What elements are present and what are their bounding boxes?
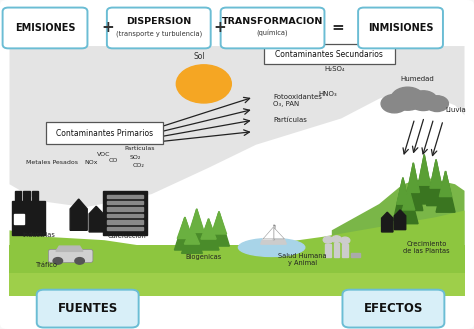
Text: (química): (química) [257,30,288,38]
Polygon shape [209,212,229,246]
Text: TRANSFORMACION: TRANSFORMACION [222,17,323,26]
Text: HNO₃: HNO₃ [319,91,337,97]
Text: EMISIONES: EMISIONES [15,23,75,33]
Text: CO₂: CO₂ [132,163,145,168]
FancyBboxPatch shape [36,290,138,328]
Polygon shape [23,191,30,207]
Polygon shape [9,211,465,286]
Polygon shape [184,227,200,244]
Circle shape [409,91,438,111]
FancyBboxPatch shape [358,8,443,48]
Polygon shape [418,155,430,185]
Polygon shape [56,246,83,251]
Polygon shape [342,244,348,257]
Polygon shape [407,163,419,192]
Ellipse shape [238,238,305,257]
Polygon shape [399,188,418,224]
Text: Contaminantes Secundarios: Contaminantes Secundarios [275,50,383,59]
Polygon shape [107,195,143,198]
Polygon shape [12,201,45,235]
Text: Metales Pesados: Metales Pesados [26,160,78,165]
Polygon shape [430,160,442,188]
Polygon shape [351,253,360,257]
Polygon shape [273,225,275,240]
Polygon shape [107,227,143,230]
Text: Tráfico: Tráfico [36,262,58,268]
FancyBboxPatch shape [46,122,163,144]
Text: SO₂: SO₂ [129,155,141,160]
Text: +: + [102,20,114,36]
FancyBboxPatch shape [48,249,93,263]
Text: +: + [213,20,226,36]
Polygon shape [107,220,143,224]
Circle shape [391,87,424,110]
Polygon shape [332,178,465,286]
Circle shape [426,96,448,112]
Text: =: = [331,20,344,36]
Polygon shape [198,219,219,250]
Text: Fotooxidantes
O₃, PAN: Fotooxidantes O₃, PAN [273,94,322,107]
Polygon shape [32,191,38,207]
Text: Sol: Sol [193,52,205,61]
Polygon shape [427,160,446,206]
Polygon shape [211,212,227,234]
Polygon shape [404,163,423,211]
FancyBboxPatch shape [342,290,444,328]
Polygon shape [174,217,195,250]
Text: Industrias: Industrias [22,232,55,238]
Polygon shape [274,228,284,239]
Polygon shape [397,178,409,204]
Circle shape [332,236,341,242]
Polygon shape [402,188,415,210]
Text: NOx: NOx [84,160,98,165]
Polygon shape [186,209,207,245]
Polygon shape [103,191,147,235]
Polygon shape [107,201,143,204]
Polygon shape [107,214,143,217]
Text: CO: CO [109,158,118,163]
FancyBboxPatch shape [107,8,210,48]
Polygon shape [89,206,103,232]
Text: Salud Humana
y Animal: Salud Humana y Animal [278,253,327,266]
Polygon shape [393,178,412,220]
Polygon shape [70,199,87,230]
Polygon shape [415,155,434,204]
Circle shape [53,258,63,264]
Text: Crecimiento
de las Plantas: Crecimiento de las Plantas [403,241,450,254]
Text: H₂SO₄: H₂SO₄ [325,66,346,72]
Circle shape [381,94,408,113]
Polygon shape [14,214,24,224]
Polygon shape [382,212,393,232]
Text: Humedad: Humedad [401,76,434,82]
Polygon shape [107,207,143,211]
Circle shape [75,258,84,264]
Text: DISPERSION: DISPERSION [126,17,191,26]
Polygon shape [436,171,455,212]
Polygon shape [177,217,192,239]
Circle shape [323,237,333,243]
FancyBboxPatch shape [220,8,324,48]
Circle shape [340,237,350,244]
Polygon shape [201,219,216,239]
Polygon shape [9,46,465,207]
FancyBboxPatch shape [9,245,465,296]
Polygon shape [394,210,406,230]
Polygon shape [325,244,331,257]
Text: Partículas: Partículas [273,117,307,123]
Text: VOC: VOC [97,152,110,157]
Text: Lluvia: Lluvia [446,107,466,113]
FancyBboxPatch shape [3,8,87,48]
Text: Partículas: Partículas [125,146,155,151]
Polygon shape [263,226,274,239]
Text: Contaminantes Primarios: Contaminantes Primarios [56,129,153,138]
Polygon shape [261,240,286,244]
Polygon shape [334,243,339,257]
Polygon shape [15,191,21,207]
FancyBboxPatch shape [264,44,395,64]
Text: Biogenicas: Biogenicas [186,254,222,260]
Polygon shape [439,171,452,197]
Text: INMISIONES: INMISIONES [368,23,433,33]
Polygon shape [182,227,202,253]
